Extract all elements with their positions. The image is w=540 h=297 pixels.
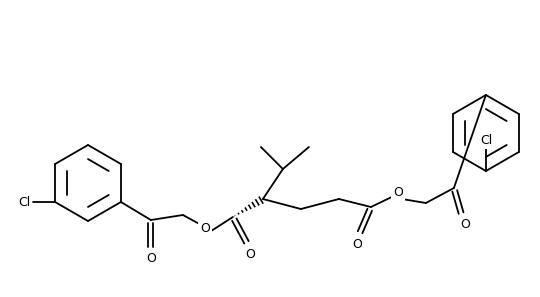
Text: Cl: Cl <box>480 135 492 148</box>
Text: O: O <box>200 222 210 236</box>
Text: O: O <box>393 187 403 200</box>
Text: O: O <box>352 238 362 250</box>
Text: O: O <box>460 219 470 231</box>
Text: Cl: Cl <box>18 195 30 208</box>
Text: O: O <box>146 252 156 266</box>
Text: O: O <box>245 247 255 260</box>
